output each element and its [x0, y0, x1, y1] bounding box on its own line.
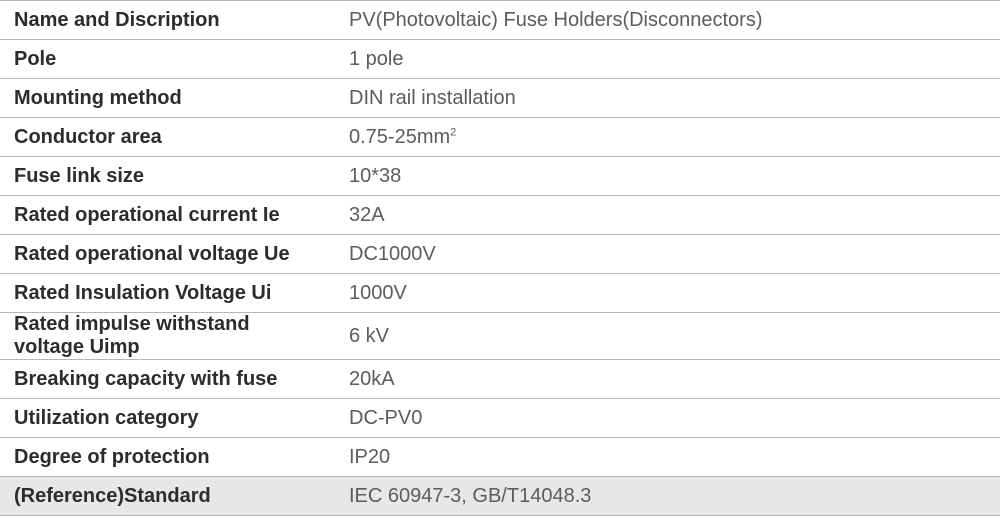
spec-value-sup: 2 [450, 126, 456, 138]
spec-label: Name and Discription [0, 1, 335, 40]
spec-value: 10*38 [335, 157, 1000, 196]
spec-label: (Reference)Standard [0, 477, 335, 516]
table-row: Utilization categoryDC-PV0 [0, 399, 1000, 438]
table-row: Mounting methodDIN rail installation [0, 79, 1000, 118]
spec-label: Fuse link size [0, 157, 335, 196]
spec-label: Breaking capacity with fuse [0, 360, 335, 399]
spec-table: Name and DiscriptionPV(Photovoltaic) Fus… [0, 0, 1000, 516]
spec-value-base: 0.75-25mm [349, 126, 450, 148]
spec-value: DIN rail installation [335, 79, 1000, 118]
spec-value: 0.75-25mm2 [335, 118, 1000, 157]
spec-value: DC1000V [335, 235, 1000, 274]
spec-value: 6 kV [335, 313, 1000, 360]
spec-value: 1 pole [335, 40, 1000, 79]
spec-value: 32A [335, 196, 1000, 235]
table-row: Breaking capacity with fuse20kA [0, 360, 1000, 399]
spec-table-body: Name and DiscriptionPV(Photovoltaic) Fus… [0, 1, 1000, 516]
table-row: Degree of protectionIP20 [0, 438, 1000, 477]
spec-label: Rated impulse withstand voltage Uimp [0, 313, 335, 360]
spec-label: Rated operational current Ie [0, 196, 335, 235]
table-row: Name and DiscriptionPV(Photovoltaic) Fus… [0, 1, 1000, 40]
table-row: Rated operational current Ie32A [0, 196, 1000, 235]
spec-value: IEC 60947-3, GB/T14048.3 [335, 477, 1000, 516]
spec-value: DC-PV0 [335, 399, 1000, 438]
spec-label: Rated operational voltage Ue [0, 235, 335, 274]
spec-value: 20kA [335, 360, 1000, 399]
table-row: Fuse link size10*38 [0, 157, 1000, 196]
spec-label: Mounting method [0, 79, 335, 118]
table-row: Rated Insulation Voltage Ui1000V [0, 274, 1000, 313]
spec-value: 1000V [335, 274, 1000, 313]
spec-value: PV(Photovoltaic) Fuse Holders(Disconnect… [335, 1, 1000, 40]
table-row: Rated operational voltage UeDC1000V [0, 235, 1000, 274]
spec-value: IP20 [335, 438, 1000, 477]
table-row: (Reference)StandardIEC 60947-3, GB/T1404… [0, 477, 1000, 516]
spec-label: Conductor area [0, 118, 335, 157]
table-row: Rated impulse withstand voltage Uimp6 kV [0, 313, 1000, 360]
table-row: Pole1 pole [0, 40, 1000, 79]
table-row: Conductor area0.75-25mm2 [0, 118, 1000, 157]
spec-label: Pole [0, 40, 335, 79]
spec-label: Utilization category [0, 399, 335, 438]
spec-label: Rated Insulation Voltage Ui [0, 274, 335, 313]
spec-label: Degree of protection [0, 438, 335, 477]
